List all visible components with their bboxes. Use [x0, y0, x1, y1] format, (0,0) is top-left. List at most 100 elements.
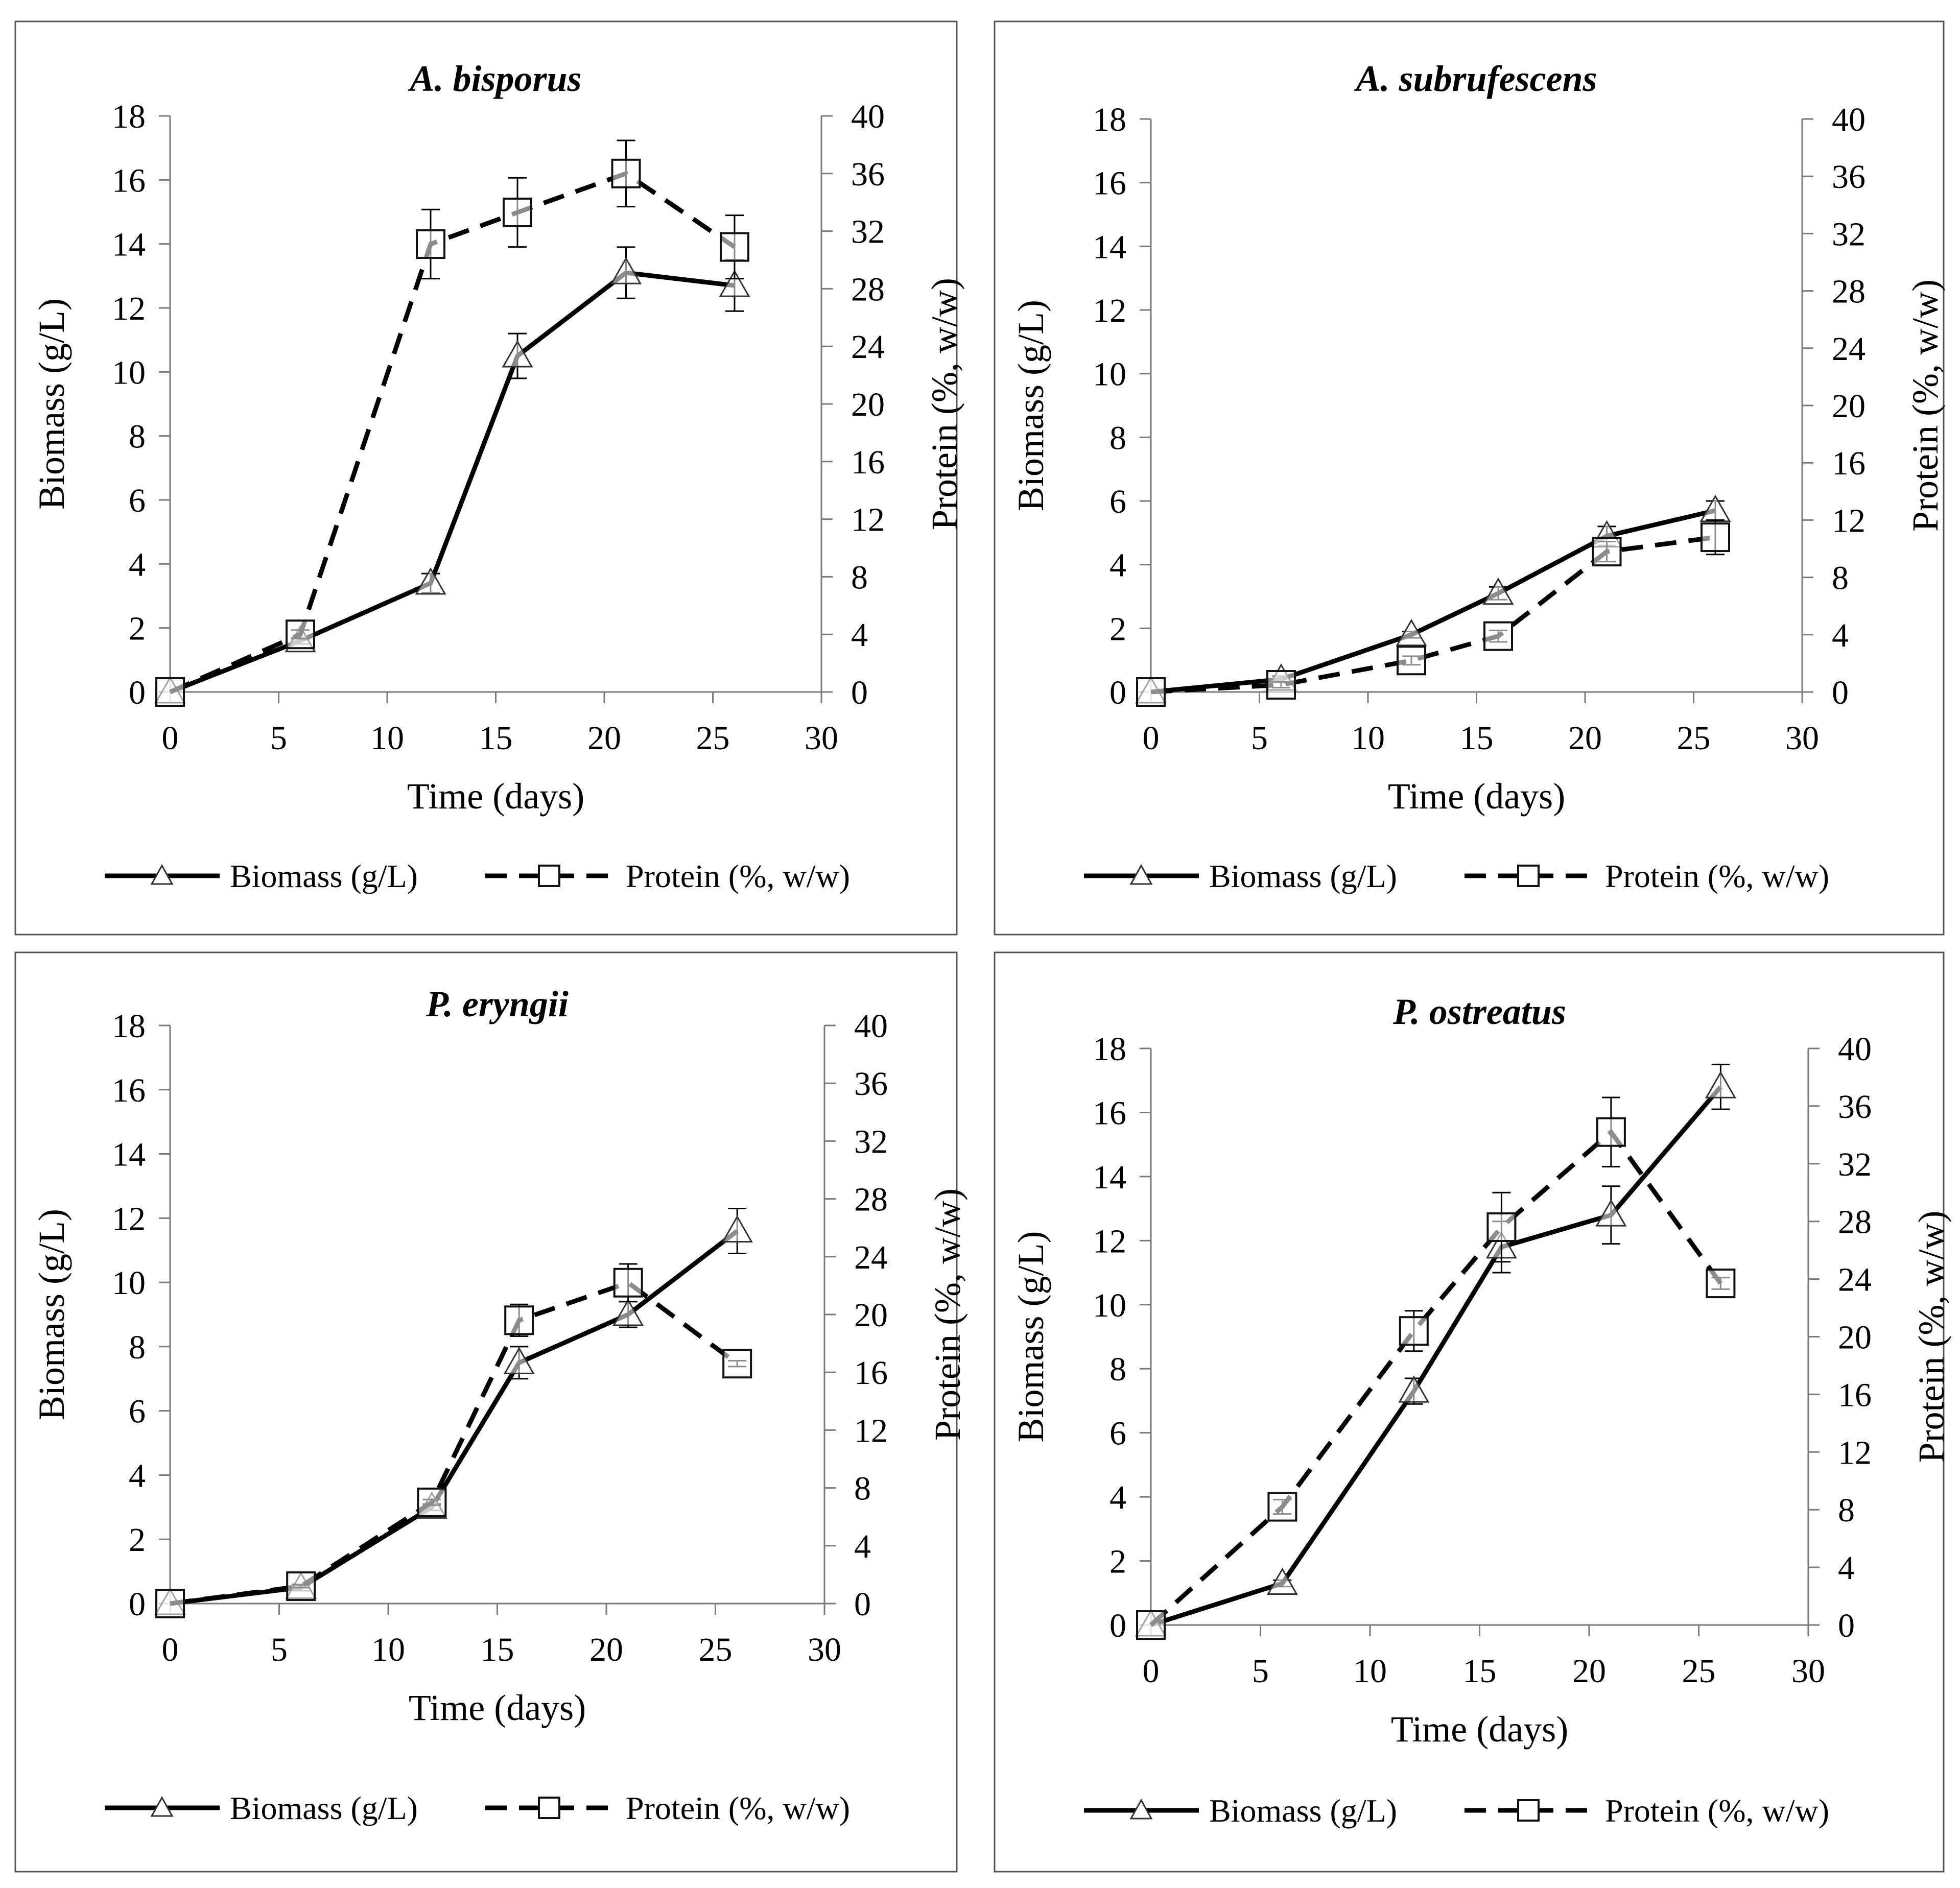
y-tick-label: 14 [1093, 228, 1126, 266]
x-tick-label: 20 [1572, 1653, 1606, 1690]
x-tick-label: 15 [479, 720, 513, 757]
legend-protein-marker [538, 865, 560, 887]
y-tick-label: 6 [129, 482, 146, 519]
chart-panel-2: A. subrufescens0246810121416180481216202… [994, 20, 1946, 936]
chart-panel-3: P. eryngii024681012141618048121620242832… [14, 951, 968, 1873]
x-tick-label: 25 [1677, 720, 1711, 757]
y-axis-label: Biomass (g/L) [31, 1209, 72, 1420]
y-tick-label: 6 [129, 1393, 146, 1430]
x-tick-label: 10 [1353, 1653, 1387, 1690]
y-tick-label: 8 [1109, 1351, 1126, 1388]
y-tick-label: 14 [112, 1136, 146, 1174]
x-tick-label: 15 [1460, 720, 1494, 757]
legend-protein-label: Protein (%, w/w) [626, 1790, 850, 1826]
y-tick-label: 16 [1093, 165, 1126, 202]
x-tick-label: 0 [162, 720, 179, 757]
y-tick-label: 2 [129, 610, 146, 648]
protein-point [503, 197, 532, 227]
panel-border [994, 20, 1945, 936]
protein-point [1399, 1316, 1429, 1346]
chart-title: P. eryngii [426, 984, 569, 1024]
y2-tick-label: 20 [854, 1297, 888, 1334]
biomass-point [502, 340, 533, 368]
x-tick-label: 5 [271, 1631, 288, 1668]
y-tick-label: 4 [1109, 1479, 1126, 1516]
protein-point [1483, 621, 1513, 651]
x-tick-label: 30 [1785, 720, 1819, 757]
x-tick-label: 10 [1351, 720, 1385, 757]
y2-tick-label: 4 [851, 616, 868, 654]
y2-tick-label: 4 [1832, 617, 1849, 654]
y2-tick-label: 20 [851, 386, 885, 423]
panel-border [994, 951, 1945, 1873]
y2-tick-label: 32 [851, 213, 885, 251]
y2-tick-label: 4 [854, 1528, 871, 1565]
chart-title: A. bisporus [408, 58, 581, 99]
biomass-point [1595, 1199, 1627, 1227]
legend: Biomass (g/L) Protein (%, w/w) [105, 1790, 850, 1826]
x-tick-label: 10 [371, 1631, 405, 1668]
y-tick-label: 12 [112, 1200, 146, 1237]
legend-protein-marker [538, 1797, 560, 1819]
y2-tick-label: 24 [1838, 1261, 1872, 1299]
y2-tick-label: 8 [1838, 1492, 1855, 1529]
y-tick-label: 8 [129, 1329, 146, 1366]
x-tick-label: 0 [162, 1631, 179, 1668]
panel-border [14, 20, 958, 936]
y-tick-label: 0 [129, 674, 146, 711]
legend-protein-marker [1517, 865, 1540, 887]
y-tick-label: 8 [129, 418, 146, 456]
y-tick-label: 16 [112, 162, 146, 199]
x-axis-label: Time (days) [1388, 776, 1565, 817]
protein-point [1706, 1269, 1736, 1299]
y-axis-label: Biomass (g/L) [31, 298, 72, 510]
y-tick-label: 2 [129, 1521, 146, 1559]
biomass-point [610, 257, 642, 284]
x-tick-label: 10 [370, 720, 404, 757]
y-tick-label: 8 [1109, 419, 1126, 457]
x-tick-label: 20 [1568, 720, 1602, 757]
x-tick-label: 25 [1682, 1653, 1716, 1690]
y2-tick-label: 32 [854, 1123, 888, 1160]
y2-tick-label: 40 [1832, 101, 1865, 138]
chart-title: A. subrufescens [1354, 58, 1597, 99]
x-tick-label: 5 [270, 720, 287, 757]
y-tick-label: 18 [1093, 101, 1126, 138]
panel-border [14, 951, 958, 1873]
x-tick-label: 30 [1791, 1653, 1825, 1690]
biomass-point [1398, 1375, 1430, 1403]
biomass-point [1705, 1071, 1736, 1098]
protein-point [155, 677, 185, 707]
y2-tick-label: 8 [851, 559, 868, 596]
legend-protein-marker [1517, 1799, 1540, 1822]
y2-tick-label: 40 [854, 1008, 888, 1045]
chart-title: P. ostreatus [1392, 991, 1566, 1032]
legend-protein-label: Protein (%, w/w) [1605, 858, 1829, 894]
biomass-point [503, 1347, 535, 1374]
y2-axis-label: Protein (%, w/w) [1905, 279, 1946, 532]
legend-biomass-marker [150, 1796, 174, 1817]
y-tick-label: 10 [112, 354, 146, 391]
protein-series-line [170, 1280, 739, 1606]
x-tick-label: 0 [1143, 720, 1160, 757]
protein-point [155, 1589, 185, 1618]
y2-tick-label: 16 [1838, 1376, 1872, 1414]
chart-panel-1: A. bisporus02468101214161804812162024283… [14, 20, 965, 936]
x-tick-label: 15 [1463, 1653, 1497, 1690]
x-axis-label: Time (days) [1391, 1709, 1568, 1750]
x-tick-label: 15 [481, 1631, 514, 1668]
protein-point [1592, 537, 1622, 567]
legend-biomass-label: Biomass (g/L) [230, 1790, 418, 1826]
x-tick-label: 5 [1252, 1653, 1269, 1690]
y-tick-label: 0 [129, 1586, 146, 1623]
biomass-point [415, 567, 446, 595]
protein-point [286, 1571, 316, 1602]
y2-tick-label: 0 [1832, 674, 1849, 711]
biomass-point [1396, 618, 1427, 647]
x-tick-label: 20 [587, 720, 621, 757]
y2-tick-label: 8 [854, 1470, 871, 1508]
y2-tick-label: 36 [854, 1065, 888, 1103]
biomass-series-line [169, 270, 735, 695]
legend: Biomass (g/L) Protein (%, w/w) [105, 858, 850, 894]
